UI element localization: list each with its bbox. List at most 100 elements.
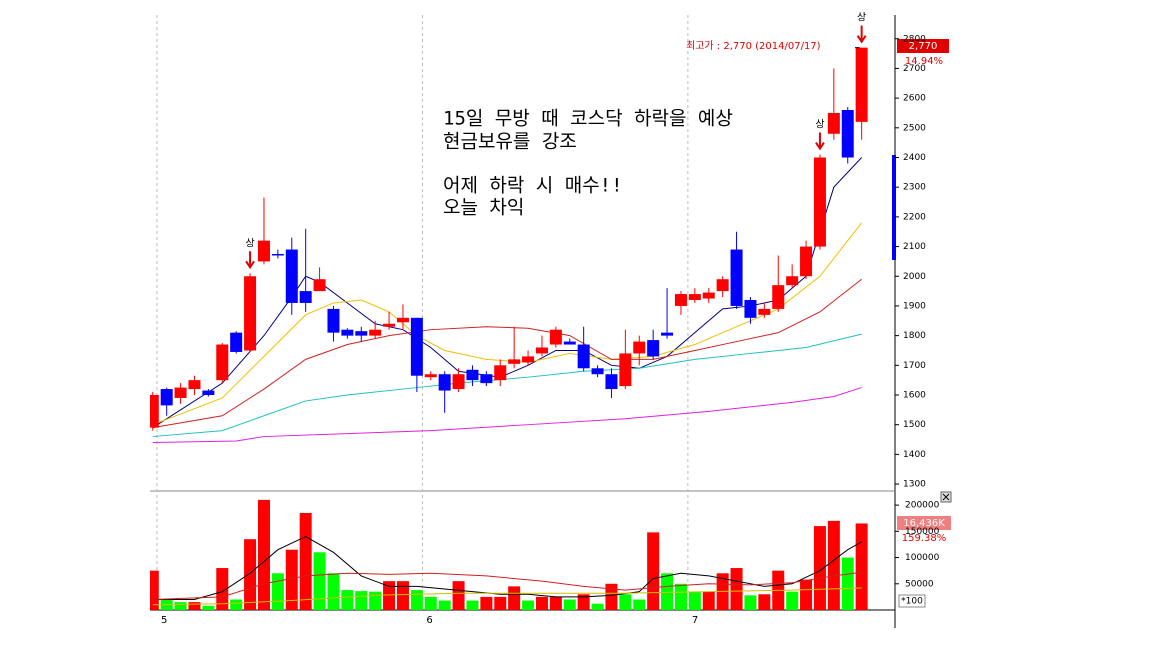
candle-body bbox=[244, 276, 257, 351]
x-tick-label: 5 bbox=[161, 615, 167, 626]
candle-body bbox=[174, 387, 187, 398]
volume-bar bbox=[174, 602, 187, 610]
candle-body bbox=[150, 395, 159, 428]
candle-body bbox=[563, 341, 576, 345]
volume-bar bbox=[355, 591, 368, 610]
candle-body bbox=[230, 332, 243, 352]
volume-box bbox=[897, 516, 951, 530]
y-tick-label: 1600 bbox=[903, 391, 926, 401]
candle-body bbox=[772, 285, 785, 309]
y-tick-label: 2600 bbox=[903, 94, 926, 104]
y-tick-label: 1800 bbox=[903, 331, 926, 341]
candle-body bbox=[410, 317, 423, 376]
y-tick-label: 1900 bbox=[903, 301, 926, 311]
candle-body bbox=[786, 276, 799, 286]
volume-bar bbox=[730, 568, 743, 610]
volume-bar bbox=[410, 590, 423, 610]
candle-body bbox=[160, 389, 173, 406]
y-tick-label: 1400 bbox=[903, 450, 926, 460]
candle-body bbox=[716, 279, 729, 292]
y-tick-label: 150000 bbox=[905, 527, 940, 537]
candle-body bbox=[424, 374, 437, 378]
y-tick-label: 2100 bbox=[903, 242, 926, 252]
volume-bar bbox=[299, 512, 312, 610]
volume-bar bbox=[313, 552, 326, 610]
y-tick-label: 2800 bbox=[903, 34, 926, 44]
volume-bar bbox=[494, 596, 507, 610]
high-annotation: 최고가 : 2,770 (2014/07/17) bbox=[686, 40, 821, 52]
volume-bar bbox=[285, 549, 298, 610]
range-indicator bbox=[892, 155, 896, 260]
y-tick-label: 2400 bbox=[903, 153, 926, 163]
change-label: 14.94% bbox=[905, 56, 943, 67]
volume-bar bbox=[563, 599, 576, 610]
volume-panel bbox=[150, 499, 868, 610]
candle-body bbox=[702, 292, 715, 299]
volume-bar bbox=[257, 499, 270, 610]
volume-bar bbox=[800, 579, 813, 610]
volume-bar bbox=[202, 605, 215, 610]
candle-body bbox=[383, 323, 396, 327]
candle-body bbox=[744, 300, 757, 318]
moving-average bbox=[152, 587, 862, 606]
volume-bar bbox=[383, 581, 396, 610]
y-tick-label: 100000 bbox=[905, 553, 940, 563]
y-tick-label: 1500 bbox=[903, 420, 926, 430]
moving-average bbox=[152, 222, 863, 426]
candle-body bbox=[855, 47, 868, 122]
annotation-line: 오늘 차익 bbox=[443, 197, 524, 219]
signal-arrow bbox=[856, 25, 867, 44]
volume-bar bbox=[244, 539, 257, 610]
y-tick-label: 2300 bbox=[903, 183, 926, 193]
candle-body bbox=[841, 110, 854, 158]
candle-body bbox=[661, 332, 674, 336]
y-tick-label: 1300 bbox=[903, 480, 926, 490]
volume-bar bbox=[577, 594, 590, 610]
volume-bar bbox=[327, 573, 340, 610]
volume-bar bbox=[744, 595, 757, 610]
moving-average bbox=[152, 333, 862, 438]
annotation-line: 15일 무방 때 코스닥 하락을 예상 bbox=[443, 108, 733, 130]
candle-body bbox=[341, 329, 354, 336]
volume-bar bbox=[591, 603, 604, 610]
volume-bar bbox=[271, 573, 284, 610]
volume-bar bbox=[424, 596, 437, 610]
close-icon bbox=[942, 493, 950, 501]
candle-body bbox=[619, 353, 632, 387]
volume-bar bbox=[341, 590, 354, 610]
candle-body bbox=[396, 317, 409, 323]
volume-bar bbox=[549, 596, 562, 610]
volume-bar bbox=[466, 600, 479, 610]
volume-bar bbox=[535, 596, 548, 610]
candle-body bbox=[216, 344, 229, 381]
candle-body bbox=[522, 356, 535, 363]
candle-body bbox=[674, 294, 687, 306]
y-tick-label: 2500 bbox=[903, 123, 926, 133]
volume-bar bbox=[605, 583, 618, 610]
x-tick-label: 6 bbox=[426, 615, 432, 626]
volume-bar bbox=[438, 600, 451, 610]
signal-label: 상 bbox=[245, 237, 254, 249]
y-tick-label: 50000 bbox=[905, 579, 934, 589]
candle-body bbox=[327, 308, 340, 333]
candle-body bbox=[285, 249, 298, 303]
moving-average bbox=[152, 571, 862, 601]
candle-body bbox=[758, 308, 771, 315]
volume-bar bbox=[452, 581, 465, 610]
volume-label: 16,436K bbox=[903, 518, 945, 529]
candle-body bbox=[355, 331, 368, 336]
volume-bar bbox=[688, 591, 701, 610]
volume-bar bbox=[827, 520, 840, 610]
volume-bar bbox=[522, 600, 535, 610]
candle-body bbox=[257, 240, 270, 262]
price-panel bbox=[150, 47, 868, 443]
volume-bar bbox=[216, 568, 229, 610]
candle-body bbox=[494, 365, 507, 381]
y-tick-label: 2200 bbox=[903, 212, 926, 222]
candle-body bbox=[549, 329, 562, 345]
volume-bar bbox=[369, 591, 382, 610]
volume-bar bbox=[661, 573, 674, 610]
scale-label: *100 bbox=[901, 597, 923, 607]
scale-box bbox=[898, 594, 926, 608]
